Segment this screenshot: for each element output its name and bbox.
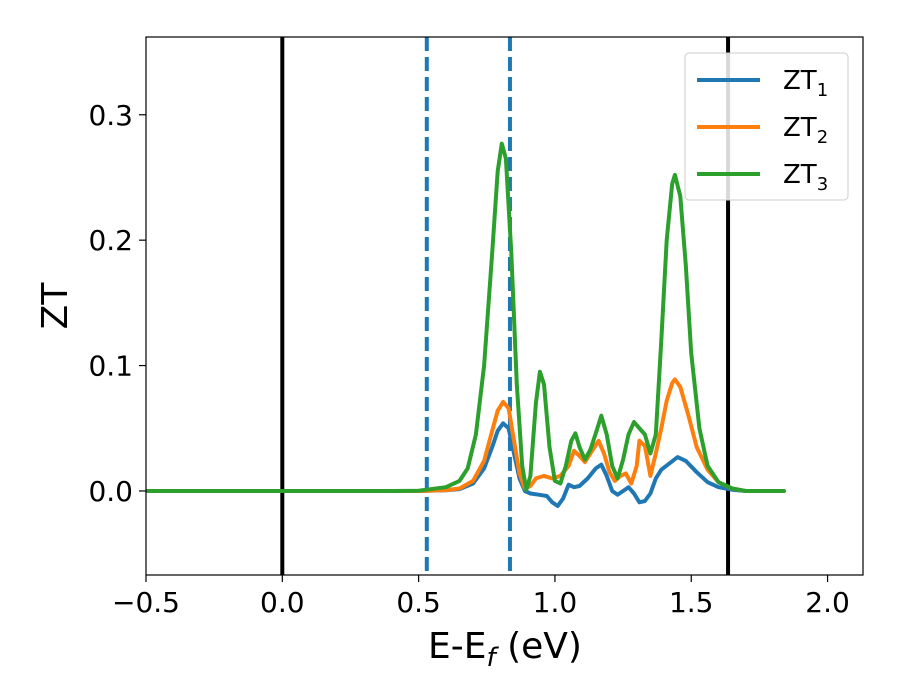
legend-label-3: ZT3 <box>783 160 828 195</box>
legend-box <box>684 52 849 201</box>
y-tick-label: 0.1 <box>88 350 133 383</box>
plot-frame <box>145 36 864 576</box>
x-axis-title-unit: (eV) <box>496 626 582 667</box>
series-line-3 <box>146 141 786 493</box>
legend: ZT1 ZT2 ZT3 <box>684 52 849 201</box>
y-tick-label: 0.3 <box>88 99 133 132</box>
series-line-1 <box>146 421 786 508</box>
x-tick-label: 2.0 <box>805 586 850 619</box>
legend-label-2: ZT2 <box>783 113 828 148</box>
x-tick-label: 0.0 <box>260 586 305 619</box>
legend-label-1: ZT1 <box>783 66 828 101</box>
y-tick-label: 0.0 <box>88 475 133 508</box>
x-tick-label: 0.5 <box>396 586 441 619</box>
x-tick-label: 1.5 <box>669 586 714 619</box>
series-line-2 <box>146 377 786 493</box>
x-axis: −0.5 0.0 0.5 1.0 1.5 2.0 <box>112 575 850 619</box>
y-tick-label: 0.2 <box>88 224 133 257</box>
x-axis-title-main: E-E <box>428 626 486 667</box>
x-tick-label: −0.5 <box>112 586 180 619</box>
y-axis-title: ZT <box>35 282 76 330</box>
x-tick-label: 1.0 <box>533 586 578 619</box>
y-axis: 0.0 0.1 0.2 0.3 <box>88 99 146 508</box>
x-axis-title: E-Ef (eV) <box>428 626 582 673</box>
series-lines <box>146 141 786 508</box>
